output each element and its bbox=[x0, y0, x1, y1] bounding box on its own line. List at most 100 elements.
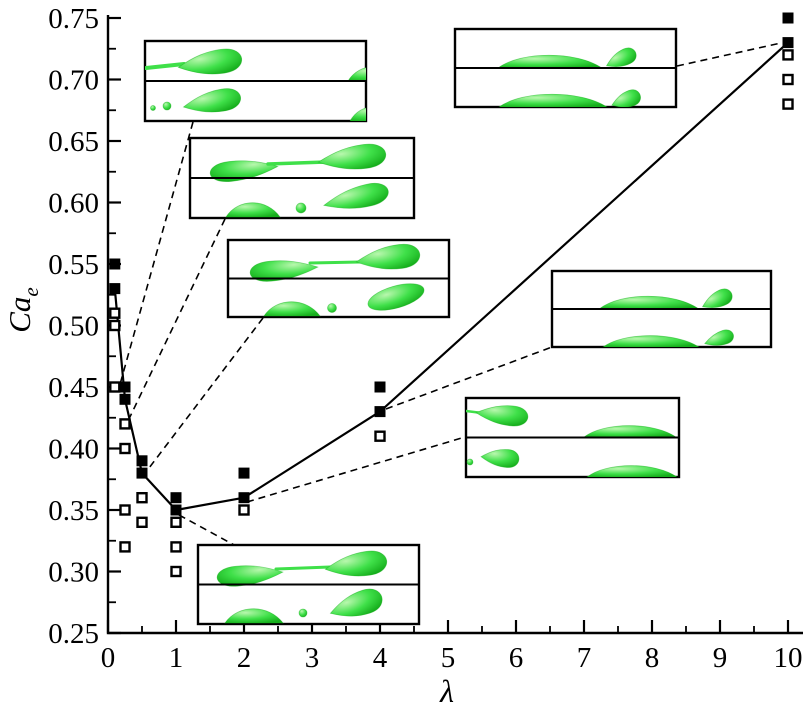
satellite-droplet bbox=[327, 303, 337, 313]
marker-breakup bbox=[170, 492, 182, 504]
marker-no-breakup bbox=[170, 516, 182, 528]
droplet-on-wall bbox=[224, 608, 284, 624]
droplet bbox=[329, 588, 383, 617]
droplet bbox=[704, 329, 734, 346]
inset-content bbox=[249, 243, 425, 317]
callout-dashed-line bbox=[145, 317, 264, 473]
marker-no-breakup bbox=[170, 565, 182, 578]
inset-content bbox=[145, 48, 366, 121]
y-tick-label: 0.35 bbox=[48, 495, 99, 527]
droplet bbox=[701, 288, 733, 308]
marker-no-breakup bbox=[238, 504, 250, 516]
marker-breakup bbox=[782, 12, 794, 24]
callout-dashed-line bbox=[127, 218, 226, 422]
marker-breakup bbox=[119, 393, 131, 405]
y-tick-label: 0.65 bbox=[48, 126, 99, 158]
droplet bbox=[209, 160, 279, 183]
droplet bbox=[182, 88, 242, 113]
droplet-on-wall bbox=[349, 107, 366, 121]
droplet bbox=[611, 89, 641, 107]
callout-dashed-line bbox=[385, 346, 553, 410]
droplet-on-wall bbox=[586, 465, 678, 477]
droplet bbox=[605, 47, 637, 67]
axes: 0.25 0.30 0.35 0.40 0.45 0.50 0.55 0.60 0.65 0.70… bbox=[2, 3, 803, 708]
droplet bbox=[480, 449, 520, 468]
marker-no-breakup bbox=[109, 319, 121, 332]
droplet-neck bbox=[145, 62, 186, 70]
marker-no-breakup bbox=[119, 442, 131, 455]
inset-lambda-10 bbox=[453, 27, 678, 109]
satellite-droplet bbox=[298, 608, 308, 618]
x-tick-label: 5 bbox=[441, 642, 456, 674]
droplet-neck bbox=[308, 260, 362, 265]
inset-content bbox=[597, 288, 734, 347]
marker-breakup bbox=[119, 381, 131, 393]
y-tick-label: 0.45 bbox=[48, 372, 99, 404]
droplet-on-wall bbox=[496, 54, 604, 69]
y-tick-label: 0.30 bbox=[48, 557, 99, 589]
marker-no-breakup bbox=[136, 516, 148, 528]
marker-no-breakup bbox=[782, 98, 794, 110]
x-tick-label: 4 bbox=[373, 642, 388, 674]
marker-breakup bbox=[238, 467, 250, 479]
inset-lambda-4 bbox=[550, 269, 773, 349]
droplet-on-wall bbox=[347, 67, 366, 82]
droplet bbox=[317, 143, 387, 170]
droplet bbox=[177, 48, 243, 75]
satellite-droplet bbox=[150, 105, 156, 111]
droplet bbox=[324, 550, 388, 577]
marker-breakup bbox=[136, 467, 148, 479]
y-tick-label: 0.55 bbox=[48, 249, 99, 281]
y-axis-label: Cae bbox=[2, 287, 43, 333]
inset-content bbox=[466, 405, 678, 477]
inset-content bbox=[496, 47, 641, 107]
callout-dashed-line bbox=[676, 42, 782, 67]
marker-breakup bbox=[136, 455, 148, 467]
series-no-breakup bbox=[109, 49, 794, 578]
x-tick-label: 2 bbox=[237, 642, 252, 674]
droplet-on-wall bbox=[498, 93, 608, 107]
droplet-neck bbox=[274, 565, 332, 571]
y-tick-label: 0.70 bbox=[48, 65, 99, 97]
droplet bbox=[367, 283, 425, 311]
y-tick-label: 0.60 bbox=[48, 188, 99, 220]
droplet-on-wall bbox=[582, 425, 678, 438]
marker-breakup bbox=[374, 406, 386, 418]
droplet-neck bbox=[266, 160, 328, 166]
series-breakup bbox=[109, 12, 794, 516]
satellite-droplet bbox=[162, 101, 172, 111]
x-tick-label: 3 bbox=[305, 642, 320, 674]
marker-no-breakup bbox=[136, 492, 148, 504]
droplet-on-wall bbox=[597, 295, 701, 310]
droplet bbox=[475, 405, 529, 427]
marker-breakup bbox=[109, 258, 121, 270]
marker-breakup bbox=[238, 492, 250, 504]
y-tick-label: 0.40 bbox=[48, 434, 99, 466]
y-tick-label: 0.50 bbox=[48, 311, 99, 343]
x-axis-label: λ bbox=[439, 673, 454, 708]
x-tick-label: 7 bbox=[577, 642, 592, 674]
inset-lambda-0.1 bbox=[143, 39, 368, 123]
satellite-droplet bbox=[466, 458, 474, 466]
droplet-on-wall bbox=[602, 335, 700, 347]
x-tick-label: 8 bbox=[645, 642, 660, 674]
callout-dashed-line bbox=[118, 121, 194, 389]
marker-breakup bbox=[374, 381, 386, 393]
x-tick-label: 1 bbox=[169, 642, 184, 674]
x-tick-label: 0 bbox=[101, 642, 116, 674]
x-tick-label: 10 bbox=[774, 642, 803, 674]
inset-content bbox=[216, 550, 388, 624]
droplet bbox=[323, 182, 389, 209]
droplet bbox=[355, 243, 421, 270]
marker-breakup bbox=[109, 283, 121, 295]
inset-lambda-0.25 bbox=[188, 136, 416, 220]
callout-lines bbox=[118, 42, 782, 547]
inset-lambda-2 bbox=[464, 396, 681, 479]
marker-no-breakup bbox=[119, 504, 131, 516]
droplet-on-wall bbox=[225, 202, 281, 218]
marker-no-breakup bbox=[119, 418, 131, 430]
y-tick-label: 0.25 bbox=[48, 618, 99, 650]
droplet-on-wall bbox=[263, 301, 321, 317]
